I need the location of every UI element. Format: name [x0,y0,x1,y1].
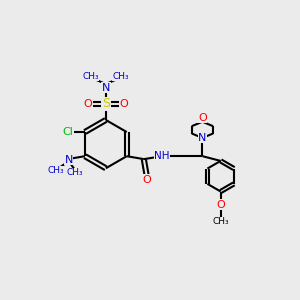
Text: O: O [198,112,207,123]
Text: O: O [216,200,225,210]
Text: N: N [198,133,207,143]
Text: S: S [102,97,110,110]
Text: NH: NH [154,151,170,161]
Text: N: N [102,82,110,93]
Text: N: N [64,155,73,165]
Text: CH₃: CH₃ [82,72,99,81]
Text: O: O [142,175,151,185]
Text: Cl: Cl [62,127,73,137]
Text: CH₃: CH₃ [113,72,130,81]
Text: CH₃: CH₃ [212,217,229,226]
Text: O: O [120,99,128,109]
Text: O: O [83,99,92,109]
Text: CH₃: CH₃ [47,167,64,176]
Text: CH₃: CH₃ [67,169,83,178]
